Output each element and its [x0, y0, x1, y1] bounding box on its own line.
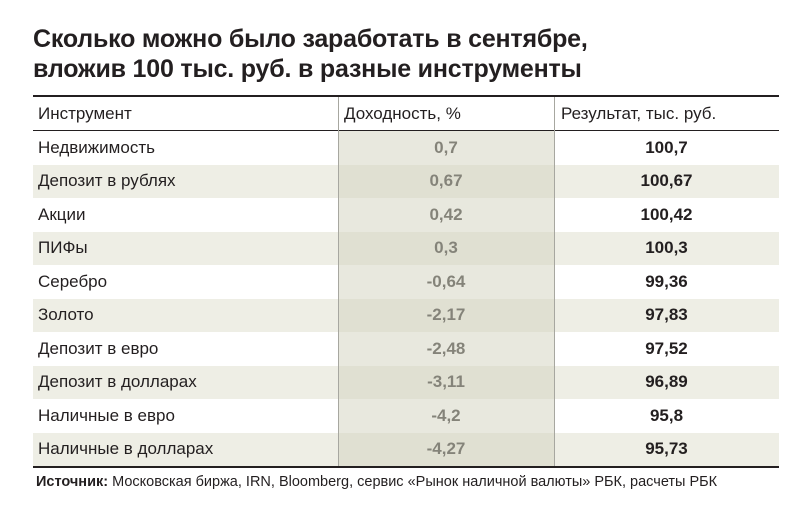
cell-result: 100,42: [640, 204, 693, 224]
cell-instrument: Серебро: [38, 271, 108, 291]
table-top-rule: [33, 95, 779, 97]
cell-result: 97,52: [645, 338, 688, 358]
source-label: Источник:: [36, 474, 109, 490]
cell-instrument: Депозит в евро: [38, 338, 159, 358]
column-divider-2: [554, 97, 555, 466]
cell-instrument: Акции: [38, 204, 86, 224]
cell-result: 95,8: [649, 405, 684, 425]
table-bottom-rule: [33, 466, 779, 468]
title-line-2: вложив 100 тыс. руб. в разные инструмент…: [33, 55, 582, 83]
header-result: Результат, тыс. руб.: [561, 103, 717, 123]
source-note: Источник: Московская биржа, IRN, Bloombe…: [36, 474, 796, 490]
cell-instrument: Золото: [38, 305, 94, 325]
cell-instrument: Депозит в рублях: [38, 171, 176, 191]
cell-result: 97,83: [645, 305, 688, 325]
cell-instrument: Недвижимость: [38, 137, 155, 157]
cell-result: 96,89: [645, 372, 688, 392]
cell-result: 95,73: [645, 439, 688, 459]
cell-result: 100,3: [645, 238, 688, 258]
yield-column-shade: [338, 131, 554, 466]
page-title: Сколько можно было заработать в сентябре…: [33, 24, 773, 84]
cell-result: 100,7: [645, 137, 688, 157]
title-line-1: Сколько можно было заработать в сентябре…: [33, 25, 588, 53]
source-text: Московская биржа, IRN, Bloomberg, сервис…: [108, 474, 718, 490]
cell-instrument: Депозит в долларах: [38, 372, 197, 392]
column-divider-1: [338, 97, 339, 466]
cell-result: 100,67: [640, 171, 693, 191]
cell-instrument: Наличные в евро: [38, 405, 175, 425]
table-header: Инструмент Доходность, % Результат, тыс.…: [33, 97, 779, 131]
cell-instrument: Наличные в долларах: [38, 439, 214, 459]
header-instrument: Инструмент: [38, 103, 132, 123]
cell-instrument: ПИФы: [38, 238, 88, 258]
cell-result: 99,36: [645, 271, 688, 291]
header-yield: Доходность, %: [344, 103, 461, 123]
